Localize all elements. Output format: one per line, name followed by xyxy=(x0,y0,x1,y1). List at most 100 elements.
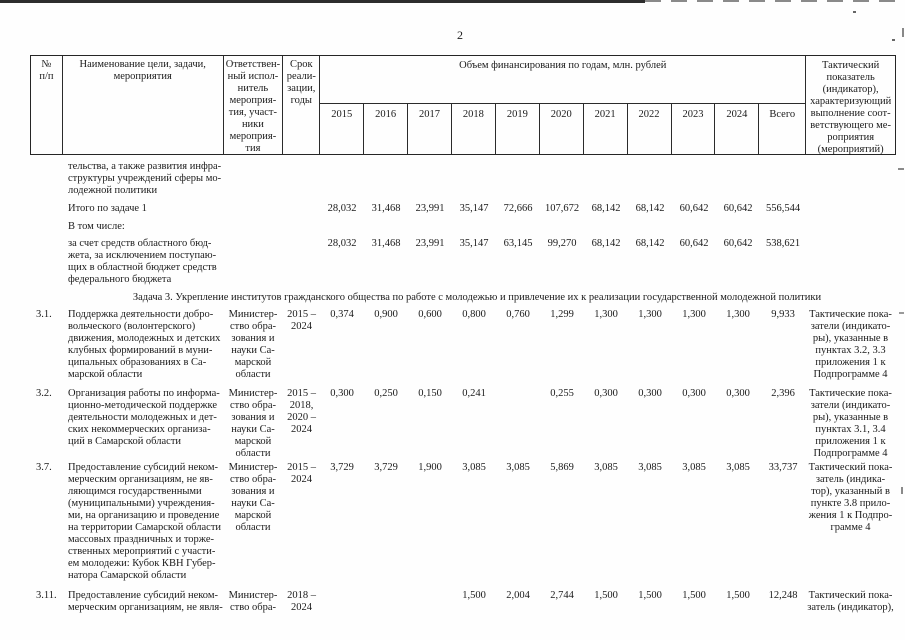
value-2024: 3,085 xyxy=(726,462,750,473)
row-executor: Министер- ство обра- xyxy=(228,590,278,613)
header-year-2020: 2020 xyxy=(540,104,584,154)
value-2017: 1,900 xyxy=(418,462,442,473)
value-total: 33,737 xyxy=(768,462,798,473)
value-2015: 28,032 xyxy=(327,238,357,249)
scan-artifact-tick xyxy=(902,28,904,37)
value-2019: 0,760 xyxy=(506,309,530,320)
value-2020: 5,869 xyxy=(550,462,574,473)
value-2020: 1,299 xyxy=(550,309,574,320)
scan-artifact-top-line xyxy=(0,0,645,3)
value-2015: 28,032 xyxy=(327,203,357,214)
row-executor: Министер- ство обра- зования и науки Са-… xyxy=(228,309,278,380)
header-cell-name: Наименование цели, задачи, мероприятия xyxy=(63,56,224,154)
value-2018: 1,500 xyxy=(462,590,486,601)
row-indicator: Тактический пока- затель (индика- тор), … xyxy=(808,462,893,533)
value-2018: 35,147 xyxy=(459,203,489,214)
scan-artifact-dot xyxy=(853,11,856,13)
table-row-regional-budget: за счет средств областного бюд- жета, за… xyxy=(30,238,896,286)
value-total: 2,396 xyxy=(771,388,795,399)
row-executor: Министер- ство обра- зования и науки Са-… xyxy=(228,388,278,459)
value-2015: 3,729 xyxy=(330,462,354,473)
value-2019: 63,145 xyxy=(503,238,533,249)
value-2021: 0,300 xyxy=(594,388,618,399)
value-2019: 72,666 xyxy=(503,203,533,214)
scan-artifact-tick xyxy=(898,168,904,170)
row-name: Поддержка деятельности добро- вольческог… xyxy=(68,309,221,380)
value-2020: 99,270 xyxy=(547,238,577,249)
table-header: № п/п Наименование цели, задачи, меропри… xyxy=(30,55,896,155)
row-indicator: Тактические пока- затели (индикато- ры),… xyxy=(809,388,892,459)
value-2019: 3,085 xyxy=(506,462,530,473)
value-2021: 68,142 xyxy=(591,238,621,249)
row-name: В том числе: xyxy=(68,221,125,232)
value-2016: 3,729 xyxy=(374,462,398,473)
header-year-2022: 2022 xyxy=(628,104,672,154)
value-2018: 0,241 xyxy=(462,388,486,399)
row-number: 3.11. xyxy=(36,590,57,601)
row-executor: Министер- ство обра- зования и науки Са-… xyxy=(228,462,278,533)
value-2020: 107,672 xyxy=(544,203,580,214)
table-row-3-1: 3.1. Поддержка деятельности добро- вольч… xyxy=(30,309,896,381)
row-name: тельства, а также развития инфра- структ… xyxy=(68,161,222,196)
value-2015 xyxy=(320,590,364,614)
row-period: 2018 – 2024 xyxy=(287,590,316,613)
value-2019: 2,004 xyxy=(506,590,530,601)
scan-artifact-tick xyxy=(899,312,904,314)
value-2022: 68,142 xyxy=(635,238,665,249)
value-2017: 0,150 xyxy=(418,388,442,399)
value-2016 xyxy=(364,590,408,614)
header-year-total: Всего xyxy=(769,109,796,120)
value-2024: 0,300 xyxy=(726,388,750,399)
row-name: Итого по задаче 1 xyxy=(68,203,147,214)
table-row-continuation: тельства, а также развития инфра- структ… xyxy=(30,161,896,197)
value-2024: 1,500 xyxy=(726,590,750,601)
value-2023: 1,500 xyxy=(682,590,706,601)
header-year-2017: 2017 xyxy=(408,104,452,154)
row-number: 3.2. xyxy=(36,388,52,399)
row-indicator: Тактический пока- затель (индикатор), xyxy=(807,590,894,613)
value-2016: 31,468 xyxy=(371,238,401,249)
value-2021: 68,142 xyxy=(591,203,621,214)
value-2019 xyxy=(496,388,540,460)
value-2022: 1,500 xyxy=(638,590,662,601)
header-cell-period: Срок реали- зации, годы xyxy=(283,56,321,154)
header-cell-finance-group: Объем финансирования по годам, млн. рубл… xyxy=(320,56,807,154)
value-2018: 35,147 xyxy=(459,238,489,249)
table-body: тельства, а также развития инфра- структ… xyxy=(30,161,896,614)
value-2017: 23,991 xyxy=(415,203,445,214)
value-2022: 0,300 xyxy=(638,388,662,399)
value-2023: 60,642 xyxy=(679,238,709,249)
value-total: 538,621 xyxy=(765,238,801,249)
value-2024: 60,642 xyxy=(723,203,753,214)
value-2016: 31,468 xyxy=(371,203,401,214)
value-2017: 0,600 xyxy=(418,309,442,320)
header-year-2016: 2016 xyxy=(364,104,409,154)
value-2016: 0,250 xyxy=(374,388,398,399)
value-2017: 23,991 xyxy=(415,238,445,249)
value-2021: 1,300 xyxy=(594,309,618,320)
row-indicator: Тактические пока- затели (индикато- ры),… xyxy=(809,309,892,380)
value-2017 xyxy=(408,590,452,614)
finance-group-title: Объем финансирования по годам, млн. рубл… xyxy=(320,56,806,104)
header-year-2021: 2021 xyxy=(584,104,628,154)
header-year-2018: 2018 xyxy=(452,104,496,154)
value-2022: 3,085 xyxy=(638,462,662,473)
row-period: 2015 – 2024 xyxy=(287,462,316,485)
value-2018: 0,800 xyxy=(462,309,486,320)
value-2018: 3,085 xyxy=(462,462,486,473)
page-number: 2 xyxy=(457,28,463,42)
table-row-including: В том числе: xyxy=(30,221,896,233)
section-heading-task3: Задача 3. Укрепление институтов гражданс… xyxy=(132,292,822,303)
value-2020: 2,744 xyxy=(550,590,574,601)
value-2023: 0,300 xyxy=(682,388,706,399)
value-2022: 1,300 xyxy=(638,309,662,320)
value-2021: 3,085 xyxy=(594,462,618,473)
value-2020: 0,255 xyxy=(550,388,574,399)
table-row-3-7: 3.7. Предоставление субсидий неком- мерч… xyxy=(30,462,896,582)
row-name: Предоставление субсидий неком- мерческим… xyxy=(68,590,223,613)
value-2022: 68,142 xyxy=(635,203,665,214)
row-name: Организация работы по информа- ционно-ме… xyxy=(68,388,220,447)
row-period: 2015 – 2018, 2020 – 2024 xyxy=(287,388,316,435)
row-period: 2015 – 2024 xyxy=(287,309,316,332)
value-2015: 0,300 xyxy=(330,388,354,399)
